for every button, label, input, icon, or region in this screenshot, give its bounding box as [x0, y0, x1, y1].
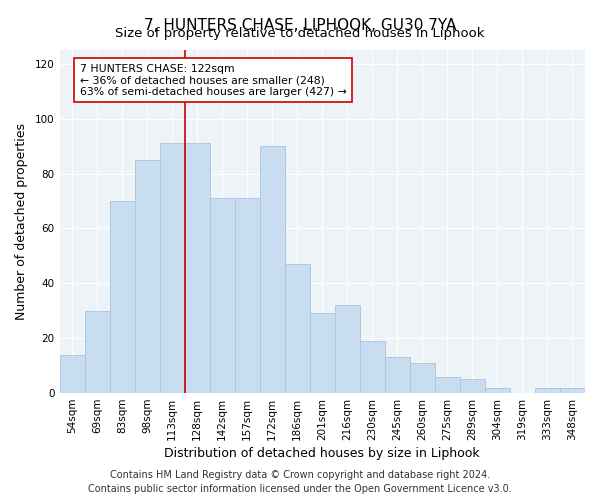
Bar — [385, 358, 410, 393]
Bar — [85, 310, 110, 393]
Bar — [160, 144, 185, 393]
Bar — [435, 376, 460, 393]
Bar — [185, 144, 209, 393]
Bar — [410, 363, 435, 393]
Bar — [235, 198, 260, 393]
Bar — [460, 380, 485, 393]
Bar — [360, 341, 385, 393]
Text: Size of property relative to detached houses in Liphook: Size of property relative to detached ho… — [115, 28, 485, 40]
Bar — [335, 305, 360, 393]
X-axis label: Distribution of detached houses by size in Liphook: Distribution of detached houses by size … — [164, 447, 480, 460]
Bar — [110, 201, 134, 393]
Bar — [59, 354, 85, 393]
Text: 7, HUNTERS CHASE, LIPHOOK, GU30 7YA: 7, HUNTERS CHASE, LIPHOOK, GU30 7YA — [144, 18, 456, 32]
Bar — [285, 264, 310, 393]
Bar — [485, 388, 510, 393]
Text: Contains HM Land Registry data © Crown copyright and database right 2024.
Contai: Contains HM Land Registry data © Crown c… — [88, 470, 512, 494]
Bar — [134, 160, 160, 393]
Y-axis label: Number of detached properties: Number of detached properties — [15, 123, 28, 320]
Bar — [560, 388, 585, 393]
Bar — [260, 146, 285, 393]
Bar — [535, 388, 560, 393]
Bar — [310, 314, 335, 393]
Text: 7 HUNTERS CHASE: 122sqm
← 36% of detached houses are smaller (248)
63% of semi-d: 7 HUNTERS CHASE: 122sqm ← 36% of detache… — [80, 64, 346, 97]
Bar — [209, 198, 235, 393]
